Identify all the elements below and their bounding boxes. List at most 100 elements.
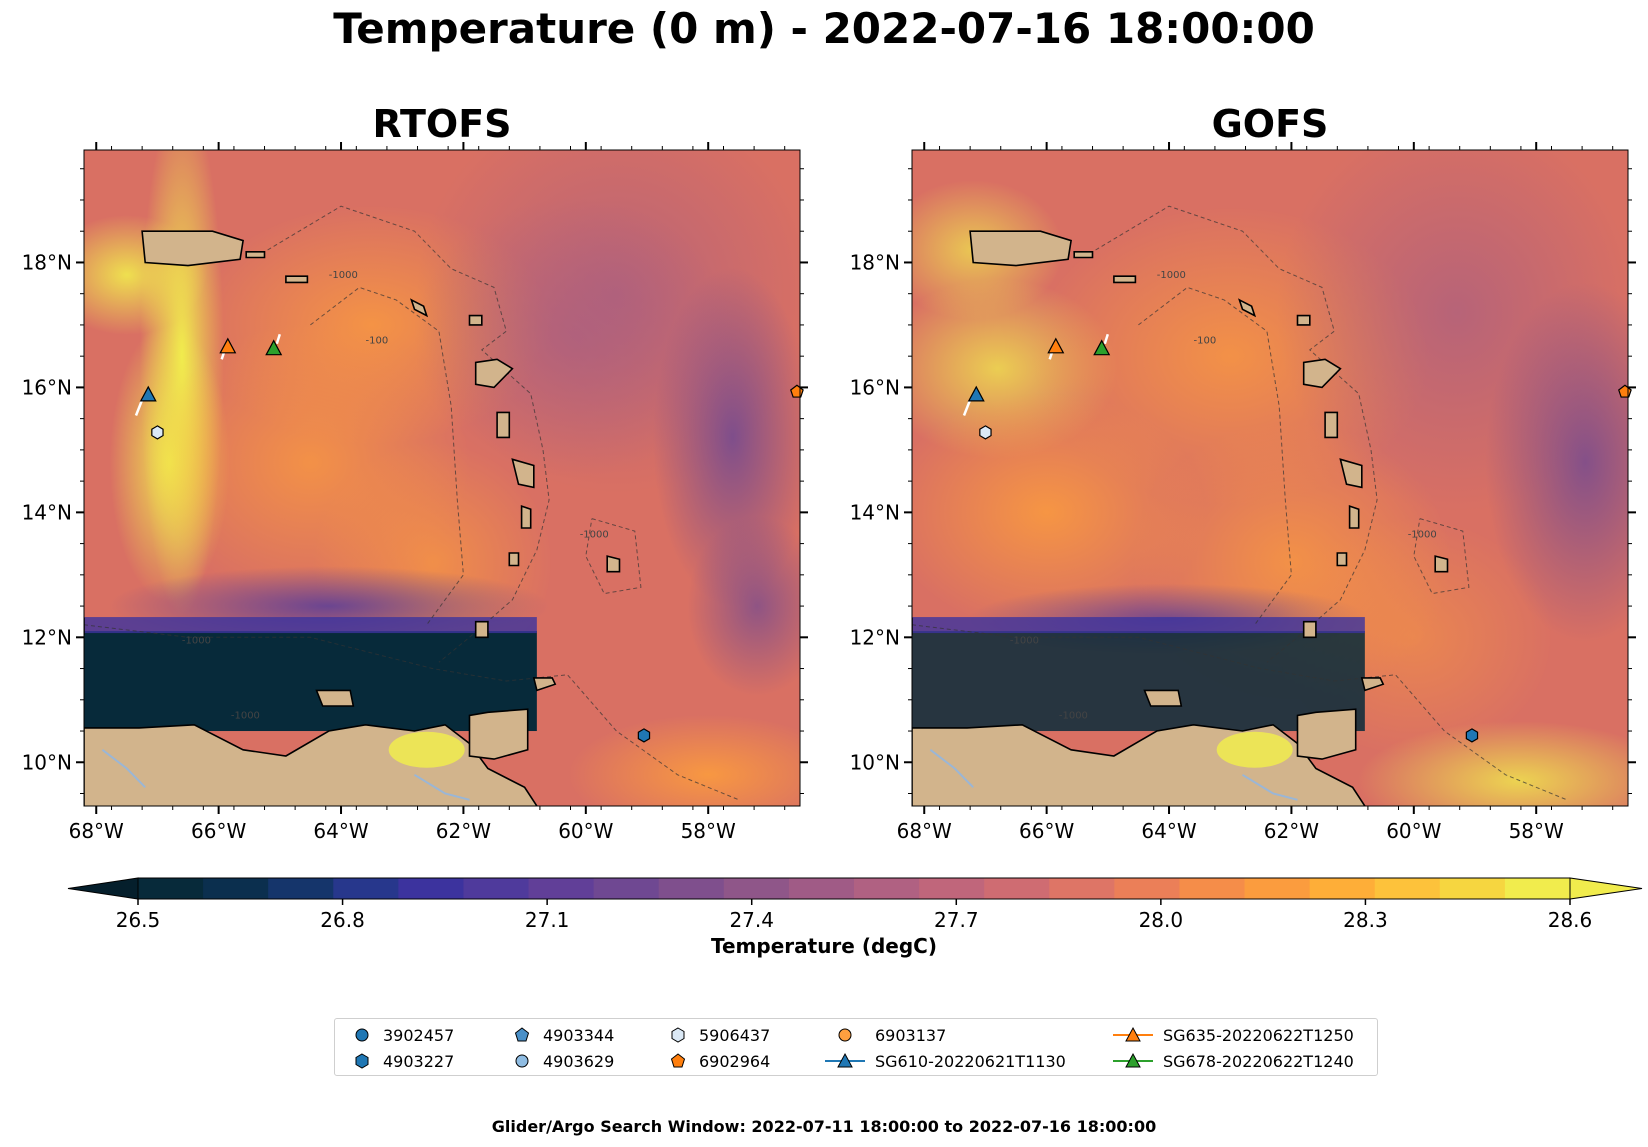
colorbar-tick-label: 27.4 <box>729 908 774 932</box>
land-trinidad <box>1296 708 1357 760</box>
contour-label: -1000 <box>1010 636 1039 647</box>
lon-tick-label: 66°W <box>191 819 246 843</box>
land-stkitts <box>1238 298 1257 318</box>
colorbar: 26.5 26.8 27.1 27.4 27.7 28.0 28.3 28.6 <box>67 877 1643 932</box>
legend-item: 6903137 <box>823 1023 946 1047</box>
legend-label: 3902457 <box>383 1025 455 1045</box>
legend-item: SG635-20220622T1250 <box>1111 1023 1354 1047</box>
colorbar-segment <box>528 878 595 899</box>
lat-tick-label: 12°N <box>850 625 900 649</box>
colorbar-segment <box>1114 878 1180 899</box>
land-trinidad <box>468 708 529 760</box>
argo-hexagon-icon <box>1465 728 1479 743</box>
land-tobago <box>1360 677 1385 692</box>
argo-hexagon-icon <box>979 425 992 440</box>
lon-tick-label: 62°W <box>1264 819 1319 843</box>
lon-tick-label: 68°W <box>69 819 124 843</box>
lon-tick-label: 60°W <box>1386 819 1441 843</box>
lon-tick-label: 64°W <box>1141 819 1196 843</box>
contour-label: -1000 <box>580 529 609 540</box>
river <box>929 749 974 788</box>
temperature-anomaly <box>568 714 800 806</box>
legend-item: 4903344 <box>509 1023 614 1047</box>
contour-label: -1000 <box>1157 270 1186 281</box>
glider-triangle-icon <box>967 385 985 402</box>
bathymetry-contour <box>84 624 739 801</box>
land-stcroix <box>1113 275 1137 284</box>
lon-tick-label: 58°W <box>1509 819 1564 843</box>
colorbar-segment <box>854 878 920 899</box>
triangle-marker-icon <box>825 1052 865 1068</box>
land-stlucia <box>520 504 532 529</box>
temperature-anomaly <box>1485 282 1628 643</box>
glider-track <box>275 333 281 345</box>
land-vieques <box>245 251 266 259</box>
colorbar-tick-label: 26.8 <box>320 908 365 932</box>
lat-tick-label: 14°N <box>850 500 900 524</box>
colorbar-tick-label: 28.3 <box>1343 908 1388 932</box>
colorbar-frame <box>137 877 1571 900</box>
argo-hexagon-icon <box>151 425 164 440</box>
lon-tick-label: 60°W <box>558 819 613 843</box>
colorbar-segment <box>788 878 855 899</box>
colorbar-segment <box>723 878 790 899</box>
land-margarita <box>315 689 355 707</box>
hexagon-marker-icon <box>355 1053 369 1069</box>
cool-water-edge <box>912 617 1365 634</box>
land-martinique <box>1339 458 1363 489</box>
colorbar-tick-label: 27.1 <box>525 908 570 932</box>
colorbar-label: Temperature (degC) <box>711 934 937 958</box>
land-vieques <box>1073 251 1094 259</box>
land-guadeloupe <box>1302 358 1342 389</box>
colorbar-segment <box>398 878 464 899</box>
legend-label: 4903344 <box>543 1025 615 1045</box>
lon-tick-label: 68°W <box>897 819 952 843</box>
contour-label: -100 <box>366 336 389 347</box>
legend-label: 4903227 <box>383 1051 455 1071</box>
map-panel-gofs: -1000 -100 -1000 -1000 -1000 68°W 66°W 64°W 62°W… <box>850 142 1636 843</box>
lon-tick-label: 58°W <box>681 819 736 843</box>
legend-item: 4903629 <box>509 1049 614 1073</box>
glider-triangle-icon <box>1093 339 1111 356</box>
lon-tick-label: 66°W <box>1019 819 1074 843</box>
legend: 3902457 4903227 4903344 4903629 5906437 … <box>334 1018 1378 1076</box>
colorbar-segment <box>1049 878 1115 899</box>
legend-item: 4903227 <box>349 1049 454 1073</box>
contour-label: -1000 <box>1059 711 1088 722</box>
colorbar-tick-label: 26.5 <box>116 908 161 932</box>
colorbar-segment <box>463 878 530 899</box>
land-stcroix <box>285 275 309 284</box>
bathymetry-contour <box>1413 518 1470 595</box>
colorbar-segment <box>1374 878 1441 899</box>
legend-label: 6903137 <box>875 1025 947 1045</box>
temperature-field: -1000 -100 -1000 -1000 -1000 <box>84 150 800 806</box>
river <box>1241 773 1298 801</box>
panel-title-rtofs: RTOFS <box>372 102 512 146</box>
land-puertoRico <box>969 230 1073 267</box>
land-guadeloupe <box>474 358 514 389</box>
map-frame <box>911 149 1629 807</box>
land-martinique <box>511 458 535 489</box>
colorbar-tick-label: 27.7 <box>934 908 979 932</box>
legend-label: SG635-20220622T1250 <box>1163 1025 1354 1045</box>
map-panel-rtofs: -1000 -100 -1000 -1000 -1000 68°W 66°W 64°W 62°W… <box>22 142 808 843</box>
colorbar-segment <box>658 878 725 899</box>
glider-triangle-icon <box>265 339 283 356</box>
lat-tick-label: 14°N <box>22 500 72 524</box>
land-stkitts <box>410 298 429 318</box>
legend-item: 6902964 <box>665 1049 770 1073</box>
lon-tick-label: 62°W <box>436 819 491 843</box>
contour-label: -1000 <box>182 636 211 647</box>
colorbar-segment <box>333 878 399 899</box>
lat-tick-label: 16°N <box>22 375 72 399</box>
figure-title: Temperature (0 m) - 2022-07-16 18:00:00 <box>333 4 1315 53</box>
temperature-field: -1000 -100 -1000 -1000 -1000 <box>912 150 1628 806</box>
colorbar-segment <box>984 878 1050 899</box>
land-stvincent <box>1336 552 1348 567</box>
glider-triangle-icon <box>1047 337 1065 354</box>
glider-track <box>134 399 144 416</box>
land-stvincent <box>508 552 520 567</box>
land-dominica <box>1324 411 1339 439</box>
land-antigua <box>468 314 483 326</box>
